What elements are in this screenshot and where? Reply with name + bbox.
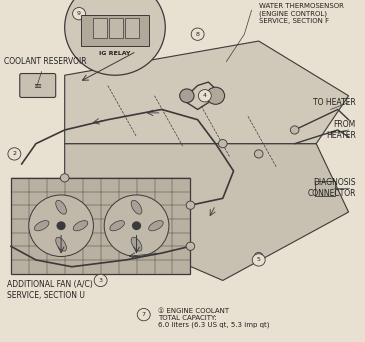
Circle shape: [29, 195, 93, 256]
Circle shape: [186, 201, 195, 209]
FancyBboxPatch shape: [109, 18, 123, 38]
Text: 7: 7: [142, 312, 146, 317]
Circle shape: [132, 222, 141, 229]
Circle shape: [57, 222, 65, 229]
Circle shape: [94, 274, 107, 287]
FancyBboxPatch shape: [20, 74, 56, 97]
Ellipse shape: [149, 221, 163, 231]
FancyBboxPatch shape: [315, 181, 335, 196]
Circle shape: [65, 0, 165, 75]
Circle shape: [180, 89, 194, 103]
Text: ① ENGINE COOLANT
TOTAL CAPACITY:
6.0 liters (6.3 US qt, 5.3 imp qt): ① ENGINE COOLANT TOTAL CAPACITY: 6.0 lit…: [158, 308, 270, 328]
FancyBboxPatch shape: [125, 18, 139, 38]
Polygon shape: [65, 41, 349, 144]
FancyBboxPatch shape: [81, 15, 149, 46]
Circle shape: [137, 308, 150, 321]
Text: DIAGNOSIS
CONNECTOR: DIAGNOSIS CONNECTOR: [307, 179, 356, 198]
Text: TO HEATER: TO HEATER: [313, 98, 356, 107]
Text: IG RELAY: IG RELAY: [99, 51, 131, 56]
Text: 9: 9: [77, 11, 81, 16]
Circle shape: [252, 254, 265, 266]
Circle shape: [8, 148, 21, 160]
Circle shape: [104, 195, 169, 256]
Text: COOLANT RESERVOIR: COOLANT RESERVOIR: [4, 57, 86, 86]
Polygon shape: [11, 178, 191, 274]
Circle shape: [191, 28, 204, 40]
Circle shape: [198, 90, 211, 102]
Circle shape: [219, 140, 227, 148]
Ellipse shape: [56, 237, 66, 251]
Ellipse shape: [110, 221, 124, 231]
Text: ≡: ≡: [34, 80, 42, 91]
Circle shape: [207, 87, 224, 104]
Ellipse shape: [73, 221, 88, 231]
Text: FROM
HEATER: FROM HEATER: [326, 120, 356, 140]
Circle shape: [73, 8, 85, 20]
Ellipse shape: [131, 200, 142, 214]
Text: 3: 3: [99, 278, 103, 283]
Ellipse shape: [34, 221, 49, 231]
Text: 2: 2: [12, 152, 16, 156]
Polygon shape: [65, 144, 349, 280]
Circle shape: [60, 174, 69, 182]
FancyBboxPatch shape: [93, 18, 107, 38]
Circle shape: [254, 150, 263, 158]
Circle shape: [186, 242, 195, 250]
Text: ADDITIONAL FAN (A/C)
SERVICE, SECTION U: ADDITIONAL FAN (A/C) SERVICE, SECTION U: [7, 280, 93, 300]
Text: 8: 8: [196, 32, 200, 37]
Circle shape: [254, 252, 263, 261]
Circle shape: [290, 126, 299, 134]
Text: 4: 4: [203, 93, 207, 98]
Ellipse shape: [56, 200, 66, 214]
Text: WATER THERMOSENSOR
(ENGINE CONTROL)
SERVICE, SECTION F: WATER THERMOSENSOR (ENGINE CONTROL) SERV…: [259, 3, 343, 24]
Ellipse shape: [131, 237, 142, 251]
Text: 5: 5: [257, 258, 261, 262]
